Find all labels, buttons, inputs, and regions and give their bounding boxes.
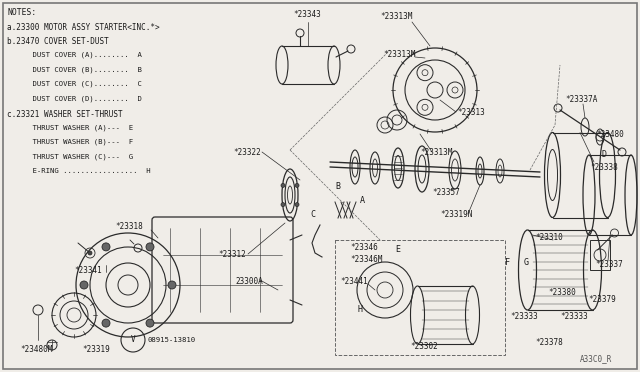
Text: E-RING .................  H: E-RING ................. H	[15, 167, 150, 173]
Text: *23333: *23333	[560, 312, 588, 321]
Text: *23322: *23322	[233, 148, 260, 157]
Text: A33C0_R: A33C0_R	[580, 354, 612, 363]
Bar	[590, 240, 610, 270]
Text: 08915-13810: 08915-13810	[148, 337, 196, 343]
Text: V: V	[131, 336, 135, 344]
Text: *23313: *23313	[457, 108, 484, 117]
Circle shape	[295, 203, 299, 206]
Text: *23357: *23357	[432, 188, 460, 197]
Text: *23302: *23302	[410, 342, 438, 351]
Text: *23310: *23310	[535, 233, 563, 242]
Text: 23300A: 23300A	[235, 277, 263, 286]
Text: *23379: *23379	[588, 295, 616, 304]
Text: *23313M: *23313M	[380, 12, 412, 21]
Text: *23343: *23343	[293, 10, 321, 19]
Text: DUST COVER (C)........  C: DUST COVER (C)........ C	[15, 80, 142, 87]
Circle shape	[88, 251, 92, 255]
Text: *23337A: *23337A	[565, 95, 597, 104]
Text: *23341: *23341	[74, 266, 102, 275]
Circle shape	[281, 183, 285, 187]
Text: *23346: *23346	[350, 243, 378, 252]
Text: B: B	[335, 182, 340, 191]
Text: *23313M: *23313M	[383, 50, 415, 59]
Text: *23319: *23319	[82, 345, 109, 354]
Text: *23337: *23337	[595, 260, 623, 269]
Circle shape	[146, 243, 154, 251]
Text: *23313M: *23313M	[420, 148, 452, 157]
Text: *23338: *23338	[590, 163, 618, 172]
Text: DUST COVER (A)........  A: DUST COVER (A)........ A	[15, 51, 142, 58]
Circle shape	[102, 319, 110, 327]
Text: *23333: *23333	[510, 312, 538, 321]
Circle shape	[102, 243, 110, 251]
Circle shape	[281, 203, 285, 206]
Circle shape	[168, 281, 176, 289]
Circle shape	[146, 319, 154, 327]
Text: F: F	[505, 258, 510, 267]
Text: THRUST WASHER (A)---  E: THRUST WASHER (A)--- E	[15, 124, 133, 131]
Text: H: H	[358, 305, 363, 314]
Text: c.23321 WASHER SET-THRUST: c.23321 WASHER SET-THRUST	[7, 109, 123, 119]
Text: THRUST WASHER (C)---  G: THRUST WASHER (C)--- G	[15, 153, 133, 160]
Text: NOTES:: NOTES:	[7, 8, 36, 17]
Text: b.23470 COVER SET-DUST: b.23470 COVER SET-DUST	[7, 37, 109, 46]
Text: *23441: *23441	[340, 277, 368, 286]
Text: *23319N: *23319N	[440, 210, 472, 219]
Circle shape	[295, 183, 299, 187]
Text: E: E	[395, 245, 400, 254]
Text: a.23300 MOTOR ASSY STARTER<INC.*>: a.23300 MOTOR ASSY STARTER<INC.*>	[7, 22, 159, 32]
Text: D: D	[601, 150, 606, 159]
Text: *23378: *23378	[535, 338, 563, 347]
Text: DUST COVER (B)........  B: DUST COVER (B)........ B	[15, 66, 142, 73]
Text: A: A	[360, 196, 365, 205]
Circle shape	[80, 281, 88, 289]
Text: *23318: *23318	[115, 222, 143, 231]
Text: *23480M: *23480M	[20, 345, 52, 354]
Text: *23480: *23480	[596, 130, 624, 139]
Text: *23380: *23380	[548, 288, 576, 297]
Text: THRUST WASHER (B)---  F: THRUST WASHER (B)--- F	[15, 138, 133, 145]
Text: DUST COVER (D)........  D: DUST COVER (D)........ D	[15, 95, 142, 102]
Text: *23346M: *23346M	[350, 255, 382, 264]
Text: *23312: *23312	[218, 250, 246, 259]
Text: G: G	[524, 258, 529, 267]
Text: C: C	[310, 210, 315, 219]
Bar	[335, 240, 505, 355]
